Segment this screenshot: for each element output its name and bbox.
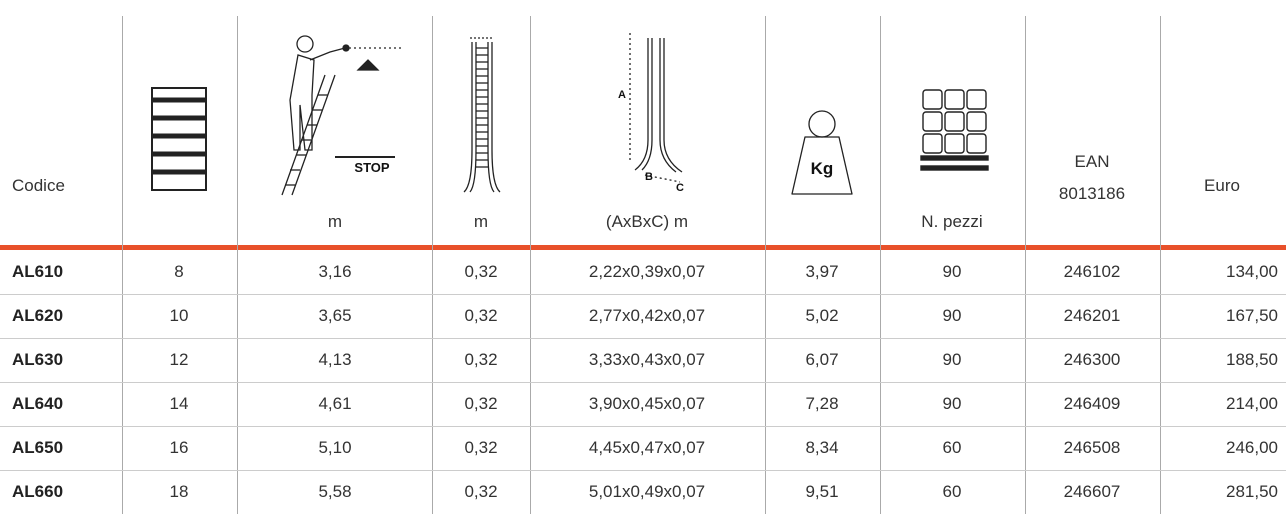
cell: 5,58 — [318, 482, 352, 501]
cell: 4,13 — [318, 350, 352, 369]
header-unit: m — [327, 212, 343, 231]
column-rule — [1025, 16, 1026, 514]
cell: AL660 — [12, 482, 64, 501]
cell: 246,00 — [1226, 438, 1278, 457]
cell: 5,10 — [318, 438, 352, 457]
cell: 3,33x0,43x0,07 — [588, 350, 706, 369]
cell: 18 — [169, 482, 189, 501]
cell: 5,02 — [805, 306, 839, 325]
dim-c-label: C — [676, 182, 684, 194]
header-icons: STOP A B C Kg — [151, 33, 989, 196]
cell: 90 — [942, 262, 962, 281]
column-rule — [530, 16, 531, 514]
cell: 0,32 — [464, 262, 498, 281]
cell: 8 — [174, 262, 184, 281]
cell: 0,32 — [464, 394, 498, 413]
cell: 4,61 — [318, 394, 352, 413]
column-rule — [237, 16, 238, 514]
cell: 7,28 — [805, 394, 839, 413]
cell: 90 — [942, 394, 962, 413]
column-rule — [122, 16, 123, 514]
width-icon — [463, 37, 501, 193]
row-rule — [0, 382, 1286, 383]
header-rule — [0, 245, 1286, 250]
cell: 167,50 — [1226, 306, 1278, 325]
column-rule — [1160, 16, 1161, 514]
dim-b-label: B — [645, 171, 653, 183]
cell: 246409 — [1063, 394, 1121, 413]
row-rule — [0, 338, 1286, 339]
cell: 246102 — [1063, 262, 1121, 281]
cell: 3,97 — [805, 262, 839, 281]
cell: 60 — [942, 438, 962, 457]
cell: 246508 — [1063, 438, 1121, 457]
cell: 14 — [169, 394, 189, 413]
header-ean: 8013186 — [1058, 184, 1126, 203]
cell: 60 — [942, 482, 962, 501]
cell: 6,07 — [805, 350, 839, 369]
row-rule — [0, 470, 1286, 471]
ladder-icon — [151, 87, 207, 191]
pallet-icon — [920, 89, 989, 171]
cell: 3,16 — [318, 262, 352, 281]
cell: 8,34 — [805, 438, 839, 457]
cell: 5,01x0,49x0,07 — [588, 482, 706, 501]
dim-a-label: A — [618, 89, 626, 101]
header-unit: N. pezzi — [921, 212, 983, 231]
row-rule — [0, 426, 1286, 427]
cell: 3,65 — [318, 306, 352, 325]
weight-label: Kg — [811, 159, 834, 178]
dims-icon: A B C — [618, 33, 684, 194]
column-rule — [432, 16, 433, 514]
header-unit: (AxBxC) m — [605, 212, 689, 231]
cell: 134,00 — [1226, 262, 1278, 281]
cell: 3,90x0,45x0,07 — [588, 394, 706, 413]
row-rule — [0, 294, 1286, 295]
column-rule — [765, 16, 766, 514]
cell: 0,32 — [464, 350, 498, 369]
cell: AL620 — [12, 306, 64, 325]
cell: 214,00 — [1226, 394, 1278, 413]
cell: 2,77x0,42x0,07 — [588, 306, 706, 325]
cell: 16 — [169, 438, 189, 457]
cell: 4,45x0,47x0,07 — [588, 438, 706, 457]
cell: AL630 — [12, 350, 64, 369]
cell: 0,32 — [464, 438, 498, 457]
cell: AL650 — [12, 438, 64, 457]
cell: 10 — [169, 306, 189, 325]
stop-label: STOP — [354, 160, 389, 175]
cell: 12 — [169, 350, 189, 369]
weight-icon: Kg — [791, 110, 853, 195]
cell: AL640 — [12, 394, 64, 413]
cell: AL610 — [12, 262, 64, 281]
cell: 246300 — [1063, 350, 1121, 369]
cell: 90 — [942, 350, 962, 369]
cell: 246607 — [1063, 482, 1121, 501]
cell: 0,32 — [464, 306, 498, 325]
header-ean: EAN — [1074, 152, 1110, 171]
cell: 188,50 — [1226, 350, 1278, 369]
header-price: Euro — [1204, 176, 1240, 195]
header-code: Codice — [12, 176, 65, 195]
column-rule — [880, 16, 881, 514]
height-icon: STOP — [281, 35, 402, 196]
cell: 0,32 — [464, 482, 498, 501]
cell: 246201 — [1063, 306, 1121, 325]
cell: 2,22x0,39x0,07 — [588, 262, 706, 281]
cell: 281,50 — [1226, 482, 1278, 501]
header-unit: m — [473, 212, 489, 231]
cell: 9,51 — [805, 482, 839, 501]
cell: 90 — [942, 306, 962, 325]
